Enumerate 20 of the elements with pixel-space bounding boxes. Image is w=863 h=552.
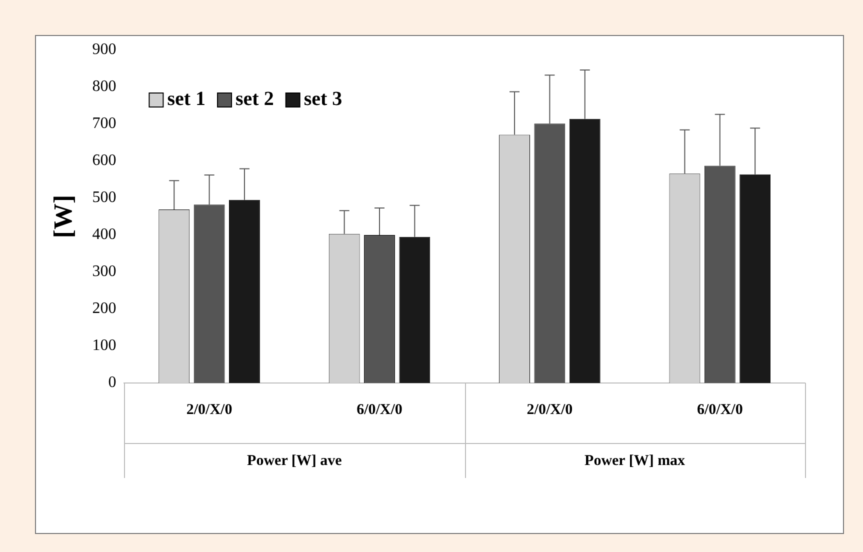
x-tick-label: 2/0/X/0 xyxy=(186,402,232,418)
text: Power [W] max xyxy=(584,452,686,469)
y-tick-label: 800 xyxy=(92,78,116,96)
text: Power [W] ave xyxy=(247,452,342,469)
x-tick-label: 2/0/X/0 xyxy=(526,402,573,418)
y-tick-label: 600 xyxy=(92,152,116,170)
y-tick-label: 0 xyxy=(108,374,116,392)
legend-label: set 2 xyxy=(236,88,274,110)
legend-label: set 1 xyxy=(167,88,206,110)
y-tick-label: 900 xyxy=(92,41,116,58)
x-tick-label: 6/0/X/0 xyxy=(356,402,402,418)
y-tick-label: 400 xyxy=(92,226,116,244)
y-tick-label: 700 xyxy=(92,115,116,132)
y-tick-label: 100 xyxy=(92,337,116,354)
y-tick-label: 300 xyxy=(92,263,116,280)
x-tick-label: 6/0/X/0 xyxy=(696,402,743,418)
y-tick-label: 200 xyxy=(92,300,116,318)
y-axis-title: [W] xyxy=(48,194,78,238)
y-tick-label: 500 xyxy=(92,189,116,206)
legend-label: set 3 xyxy=(304,88,342,110)
